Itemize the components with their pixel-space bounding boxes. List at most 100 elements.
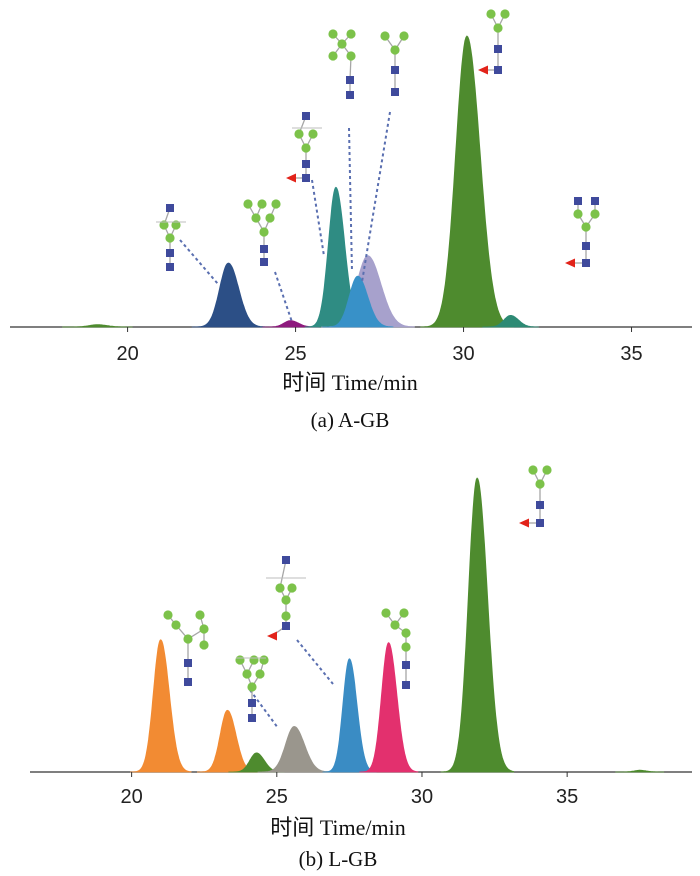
peak-a-5 [322, 275, 394, 328]
glcnac-square-icon [166, 263, 174, 271]
mannose-circle-icon [399, 31, 409, 41]
mannose-circle-icon [281, 595, 291, 605]
mannose-circle-icon [165, 233, 175, 243]
mannose-circle-icon [249, 655, 259, 665]
peak-a-8 [62, 324, 133, 328]
glcnac-square-icon [391, 88, 399, 96]
glcnac-square-icon [248, 714, 256, 722]
mannose-circle-icon [528, 465, 538, 475]
glycan-fucosylated-complex [267, 556, 297, 641]
panel-b-chromatogram: 20 25 30 35 时间 Time/min (b) L-GB [30, 477, 692, 871]
glycan-hybrid-structure [243, 199, 281, 266]
glcnac-square-icon [494, 66, 502, 74]
mannose-circle-icon [199, 640, 209, 650]
mannose-circle-icon [308, 129, 318, 139]
glycan-complex-structure [159, 204, 181, 271]
mannose-circle-icon [535, 479, 545, 489]
glcnac-square-icon [574, 197, 582, 205]
mannose-circle-icon [337, 39, 347, 49]
leader-line [311, 179, 325, 257]
panel-b-peaks [130, 477, 665, 773]
panel-a-caption: (a) A-GB [311, 408, 390, 432]
mannose-circle-icon [171, 220, 181, 230]
x-tick-label: 25 [266, 786, 288, 808]
peak-a-1 [191, 262, 266, 328]
peak-a-2 [262, 320, 319, 328]
x-tick-label: 35 [556, 786, 578, 808]
glcnac-square-icon [302, 160, 310, 168]
x-tick-label: 25 [284, 343, 306, 365]
mannose-circle-icon [301, 143, 311, 153]
mannose-circle-icon [346, 29, 356, 39]
glcnac-square-icon [302, 112, 310, 120]
x-tick-label: 20 [120, 786, 142, 808]
glcnac-square-icon [582, 259, 590, 267]
panel-a-tick-labels: 20 25 30 35 [116, 327, 643, 365]
mannose-circle-icon [171, 620, 181, 630]
fucose-triangle-icon [565, 258, 575, 268]
glycan-fucosylated-paucimannose [519, 465, 552, 528]
mannose-circle-icon [163, 610, 173, 620]
x-tick-label: 30 [452, 343, 474, 365]
mannose-circle-icon [380, 31, 390, 41]
mannose-circle-icon [159, 220, 169, 230]
mannose-circle-icon [328, 29, 338, 39]
mannose-circle-icon [390, 620, 400, 630]
fucose-triangle-icon [478, 65, 488, 75]
glycan-fucosylated-biantennary [565, 197, 600, 268]
glcnac-square-icon [536, 519, 544, 527]
leader-lines [179, 111, 391, 729]
mannose-circle-icon [247, 682, 257, 692]
mannose-circle-icon [328, 51, 338, 61]
mannose-circle-icon [287, 583, 297, 593]
glcnac-square-icon [166, 204, 174, 212]
glcnac-square-icon [346, 76, 354, 84]
glcnac-square-icon [282, 556, 290, 564]
glcnac-square-icon [391, 66, 399, 74]
glcnac-square-icon [536, 501, 544, 509]
peak-b-6 [359, 642, 419, 773]
glcnac-square-icon [591, 197, 599, 205]
glycan-hybrid-structure [235, 655, 269, 722]
mannose-circle-icon [294, 129, 304, 139]
mannose-circle-icon [243, 199, 253, 209]
peak-b-7 [440, 477, 515, 773]
mannose-circle-icon [500, 9, 510, 19]
fucose-triangle-icon [267, 631, 277, 641]
leader-line [296, 639, 334, 685]
glcnac-square-icon [302, 174, 310, 182]
glycan-mannose-structure [328, 29, 356, 99]
mannose-circle-icon [271, 199, 281, 209]
glcnac-square-icon [184, 659, 192, 667]
mannose-circle-icon [381, 608, 391, 618]
mannose-circle-icon [346, 51, 356, 61]
mannose-circle-icon [390, 45, 400, 55]
glcnac-square-icon [494, 45, 502, 53]
glcnac-square-icon [282, 622, 290, 630]
fucose-triangle-icon [286, 173, 296, 183]
panel-b-x-axis-title: 时间 Time/min [270, 815, 406, 840]
mannose-circle-icon [401, 628, 411, 638]
glcnac-square-icon [346, 91, 354, 99]
glycan-fucosylated-paucimannose [478, 9, 510, 75]
glcnac-square-icon [248, 699, 256, 707]
peak-b-1 [130, 639, 192, 773]
peak-a-7 [482, 315, 539, 328]
fucose-triangle-icon [519, 518, 529, 528]
mannose-circle-icon [275, 583, 285, 593]
leader-line [348, 127, 353, 273]
leader-line [249, 689, 279, 729]
mannose-circle-icon [486, 9, 496, 19]
panel-a-x-axis-title: 时间 Time/min [282, 370, 418, 395]
mannose-circle-icon [195, 610, 205, 620]
mannose-circle-icon [259, 655, 269, 665]
glcnac-square-icon [402, 681, 410, 689]
mannose-circle-icon [251, 213, 261, 223]
mannose-circle-icon [235, 655, 245, 665]
glcnac-square-icon [402, 661, 410, 669]
x-tick-label: 35 [620, 343, 642, 365]
glcnac-square-icon [260, 258, 268, 266]
mannose-circle-icon [590, 209, 600, 219]
mannose-circle-icon [581, 222, 591, 232]
